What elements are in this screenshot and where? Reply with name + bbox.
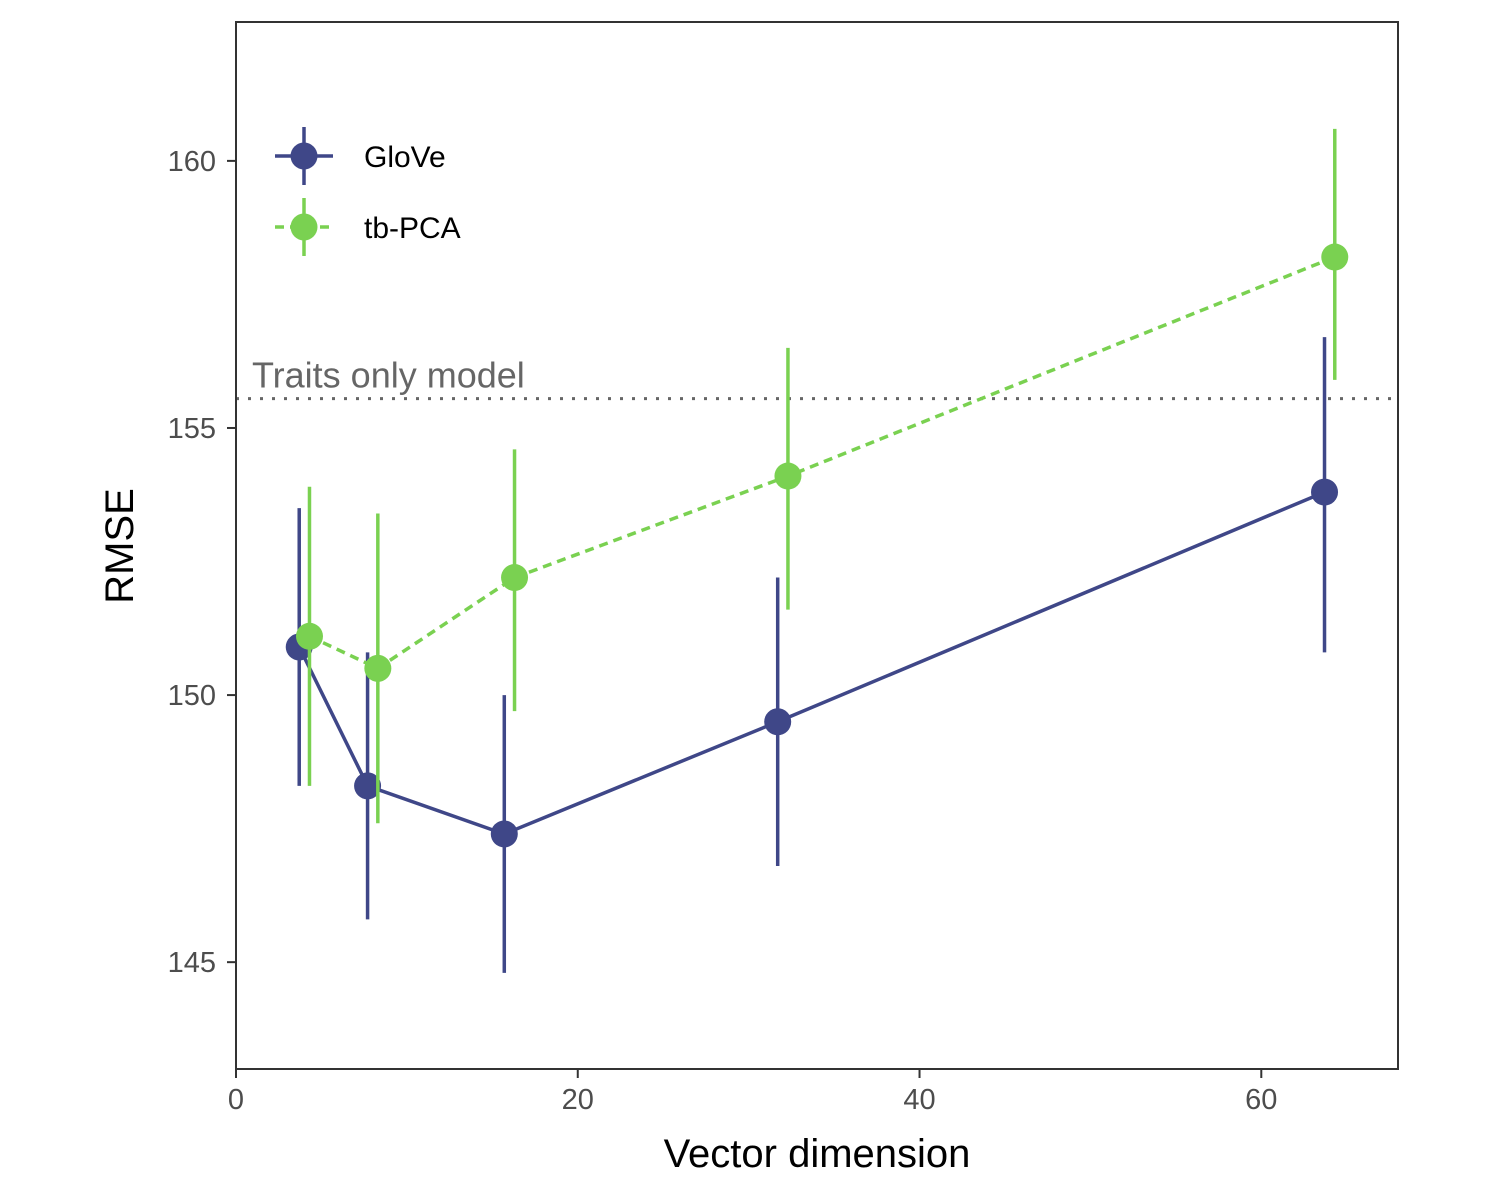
plot-area: Traits only model	[236, 128, 1398, 973]
axes: 0 20 40 60 145 150 155 160	[168, 146, 1278, 1116]
series-line	[297, 490, 1326, 836]
legend-marker	[290, 142, 318, 170]
data-point	[501, 564, 529, 592]
data-point	[774, 462, 802, 490]
legend-entry-tb-pca: tb-PCA	[275, 198, 461, 256]
data-point	[1321, 243, 1349, 271]
legend: GloVe tb-PCA	[275, 127, 461, 256]
data-point	[490, 820, 518, 848]
series-glove	[285, 337, 1339, 973]
y-axis-title: RMSE	[98, 488, 142, 604]
series-tb-pca	[295, 128, 1349, 824]
x-axis-title: Vector dimension	[664, 1132, 971, 1176]
y-tick-label: 145	[168, 947, 216, 979]
x-tick-label: 0	[228, 1084, 244, 1116]
data-point	[764, 708, 792, 736]
legend-label: GloVe	[364, 141, 446, 174]
panel-border	[235, 21, 1399, 1070]
data-point	[295, 622, 323, 650]
series-line	[308, 255, 1336, 671]
data-point	[1311, 478, 1339, 506]
legend-label: tb-PCA	[364, 212, 461, 245]
y-tick-label: 155	[168, 413, 216, 445]
legend-entry-glove: GloVe	[275, 127, 446, 185]
y-tick-label: 160	[168, 146, 216, 178]
reference-line-label: Traits only model	[252, 355, 525, 396]
data-point	[354, 772, 382, 800]
x-tick-label: 60	[1245, 1084, 1277, 1116]
x-tick-label: 20	[562, 1084, 594, 1116]
y-tick-label: 150	[168, 680, 216, 712]
x-tick-label: 40	[903, 1084, 935, 1116]
data-point	[364, 654, 392, 682]
legend-marker	[290, 213, 318, 241]
